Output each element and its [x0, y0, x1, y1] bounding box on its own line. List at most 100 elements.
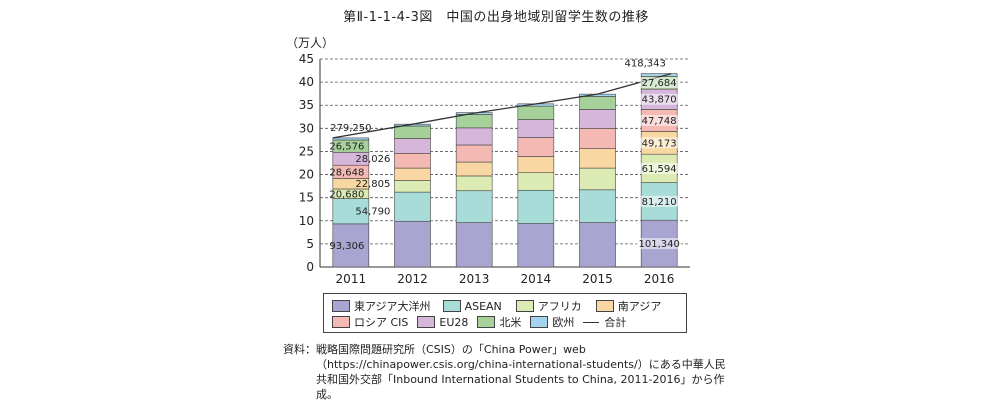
bar-segment — [455, 114, 493, 129]
data-label: 49,173 — [642, 138, 677, 149]
y-tick-label: 40 — [299, 75, 314, 89]
y-tick-label: 25 — [299, 144, 314, 158]
legend-label: 北米 — [499, 316, 522, 329]
bar-segment — [394, 220, 431, 268]
data-label: 418,343 — [624, 59, 665, 70]
bar-segment — [332, 223, 370, 268]
legend-row: 東アジア大洋州 ASEAN アフリカ 南アジア — [332, 298, 680, 314]
bar-segment — [517, 223, 555, 268]
bar-segment — [640, 73, 678, 77]
bar-segment — [517, 189, 555, 224]
y-tick-label: 20 — [299, 168, 314, 182]
data-label: 54,790 — [355, 207, 390, 218]
legend-swatch-icon — [595, 300, 614, 312]
figure-title: 第Ⅱ-1-1-4-3図 中国の出身地域別留学生数の推移 — [343, 10, 649, 25]
data-label: 101,340 — [638, 239, 679, 250]
legend-swatch-icon — [477, 316, 496, 328]
source-note: 資料： 戦略国際問題研究所（CSIS）の「China Power」web（htt… — [283, 342, 733, 402]
legend-item: 南アジア — [595, 298, 662, 314]
legend-row: ロシア CIS EU28 北米 欧州 合計 — [332, 314, 680, 330]
bar-segment — [517, 119, 555, 138]
legend-label: EU28 — [439, 315, 469, 329]
data-label: 47,748 — [642, 116, 677, 127]
x-tick-label: 2013 — [459, 272, 490, 286]
bar-segment — [455, 222, 493, 268]
data-label: 43,870 — [642, 95, 677, 106]
bar-segment — [394, 125, 431, 139]
legend-label: 欧州 — [552, 316, 575, 329]
bar-segment — [579, 222, 616, 268]
bar-segment — [455, 127, 493, 146]
data-label-bg — [639, 93, 679, 105]
data-label-bg — [639, 137, 679, 149]
bar-segment — [455, 190, 493, 223]
bar-segment — [517, 137, 555, 157]
y-axis-label: （万人） — [286, 36, 334, 50]
legend-swatch-icon — [417, 316, 436, 328]
bar-segment — [455, 161, 493, 177]
legend-item: 北米 — [477, 314, 521, 330]
bar-segment — [579, 128, 616, 149]
bar-segment — [455, 144, 493, 163]
bar-segment — [394, 152, 431, 169]
data-label: 28,648 — [329, 167, 364, 178]
legend-swatch-icon — [442, 300, 461, 312]
legend-item: 合計 — [583, 314, 626, 330]
bar-segment — [455, 175, 493, 192]
legend-label: ASEAN — [464, 299, 502, 313]
bar-segment — [579, 96, 616, 110]
legend-swatch-icon — [332, 300, 350, 312]
legend-label: ロシア CIS — [354, 316, 409, 329]
bar-segment — [579, 167, 616, 191]
legend-item: ASEAN — [442, 299, 502, 313]
legend-label: 南アジア — [617, 300, 662, 313]
chart-legend: 東アジア大洋州 ASEAN アフリカ 南アジア ロシア CIS EU28 北米 欧州 合計 — [323, 293, 687, 333]
x-tick-label: 2014 — [521, 272, 552, 286]
bar-segment — [579, 189, 616, 223]
data-label-bg — [639, 162, 679, 174]
y-tick-label: 15 — [299, 191, 314, 205]
y-tick-label: 5 — [306, 237, 314, 251]
legend-label: 合計 — [604, 316, 627, 329]
bar-segment — [517, 105, 555, 120]
bar-segment — [579, 148, 616, 169]
legend-item: アフリカ — [515, 298, 582, 314]
legend-swatch-icon — [515, 300, 534, 312]
data-label: 28,026 — [355, 154, 390, 165]
y-tick-label: 30 — [299, 121, 314, 135]
data-label-bg — [639, 77, 679, 89]
data-label-bg — [636, 238, 682, 250]
x-tick-label: 2016 — [644, 272, 675, 286]
total-line — [332, 73, 672, 139]
bar-segment — [394, 191, 431, 222]
data-label: 20,680 — [329, 189, 364, 200]
bar-segment — [394, 138, 431, 154]
legend-swatch-icon — [530, 316, 549, 328]
data-label: 61,594 — [642, 164, 677, 175]
bar-segment — [517, 156, 555, 174]
legend-label: アフリカ — [537, 300, 582, 313]
data-label: 81,210 — [642, 197, 677, 208]
data-label-bg — [639, 114, 679, 126]
legend-swatch-icon — [332, 316, 350, 328]
bar-segment — [394, 167, 431, 181]
legend-label: 東アジア大洋州 — [354, 300, 431, 313]
bar-segment — [394, 180, 431, 193]
bar-segment — [579, 109, 616, 129]
data-label-bg — [639, 195, 679, 207]
y-tick-label: 0 — [306, 260, 314, 274]
legend-line-icon — [583, 321, 600, 323]
data-label: 279,250 — [330, 123, 371, 134]
x-tick-label: 2011 — [336, 272, 367, 286]
bar-segment — [332, 137, 370, 141]
data-label: 93,306 — [329, 241, 364, 252]
data-label: 27,684 — [642, 78, 677, 89]
data-label: 22,805 — [355, 179, 390, 190]
legend-item: EU28 — [417, 316, 468, 329]
legend-item: ロシア CIS — [332, 314, 408, 330]
y-tick-label: 35 — [299, 98, 314, 112]
source-label: 資料： — [283, 343, 316, 356]
y-tick-label: 45 — [299, 52, 314, 66]
data-label: 26,576 — [329, 142, 364, 153]
